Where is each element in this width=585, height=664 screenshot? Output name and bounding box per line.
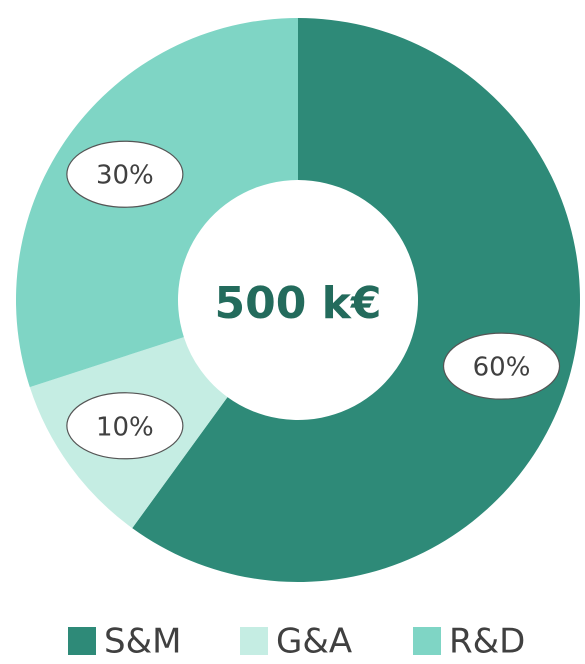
label-bubble <box>442 332 561 400</box>
donut-slice <box>132 18 580 582</box>
legend-label: R&D <box>449 622 525 662</box>
legend-item: G&A <box>240 622 352 662</box>
legend-label: S&M <box>104 622 181 662</box>
legend-item: R&D <box>413 622 525 662</box>
data-label: 10% <box>96 412 154 442</box>
legend-swatch <box>240 627 268 655</box>
data-label: 30% <box>96 161 154 191</box>
legend-item: S&M <box>68 622 181 662</box>
center-text: 500 k€ <box>214 278 381 329</box>
legend-label: G&A <box>276 622 352 662</box>
data-label: 60% <box>473 353 531 383</box>
label-bubble <box>66 392 184 460</box>
label-bubble <box>66 140 184 208</box>
legend-swatch <box>68 627 96 655</box>
donut-slice <box>15 18 299 388</box>
legend-swatch <box>413 627 441 655</box>
